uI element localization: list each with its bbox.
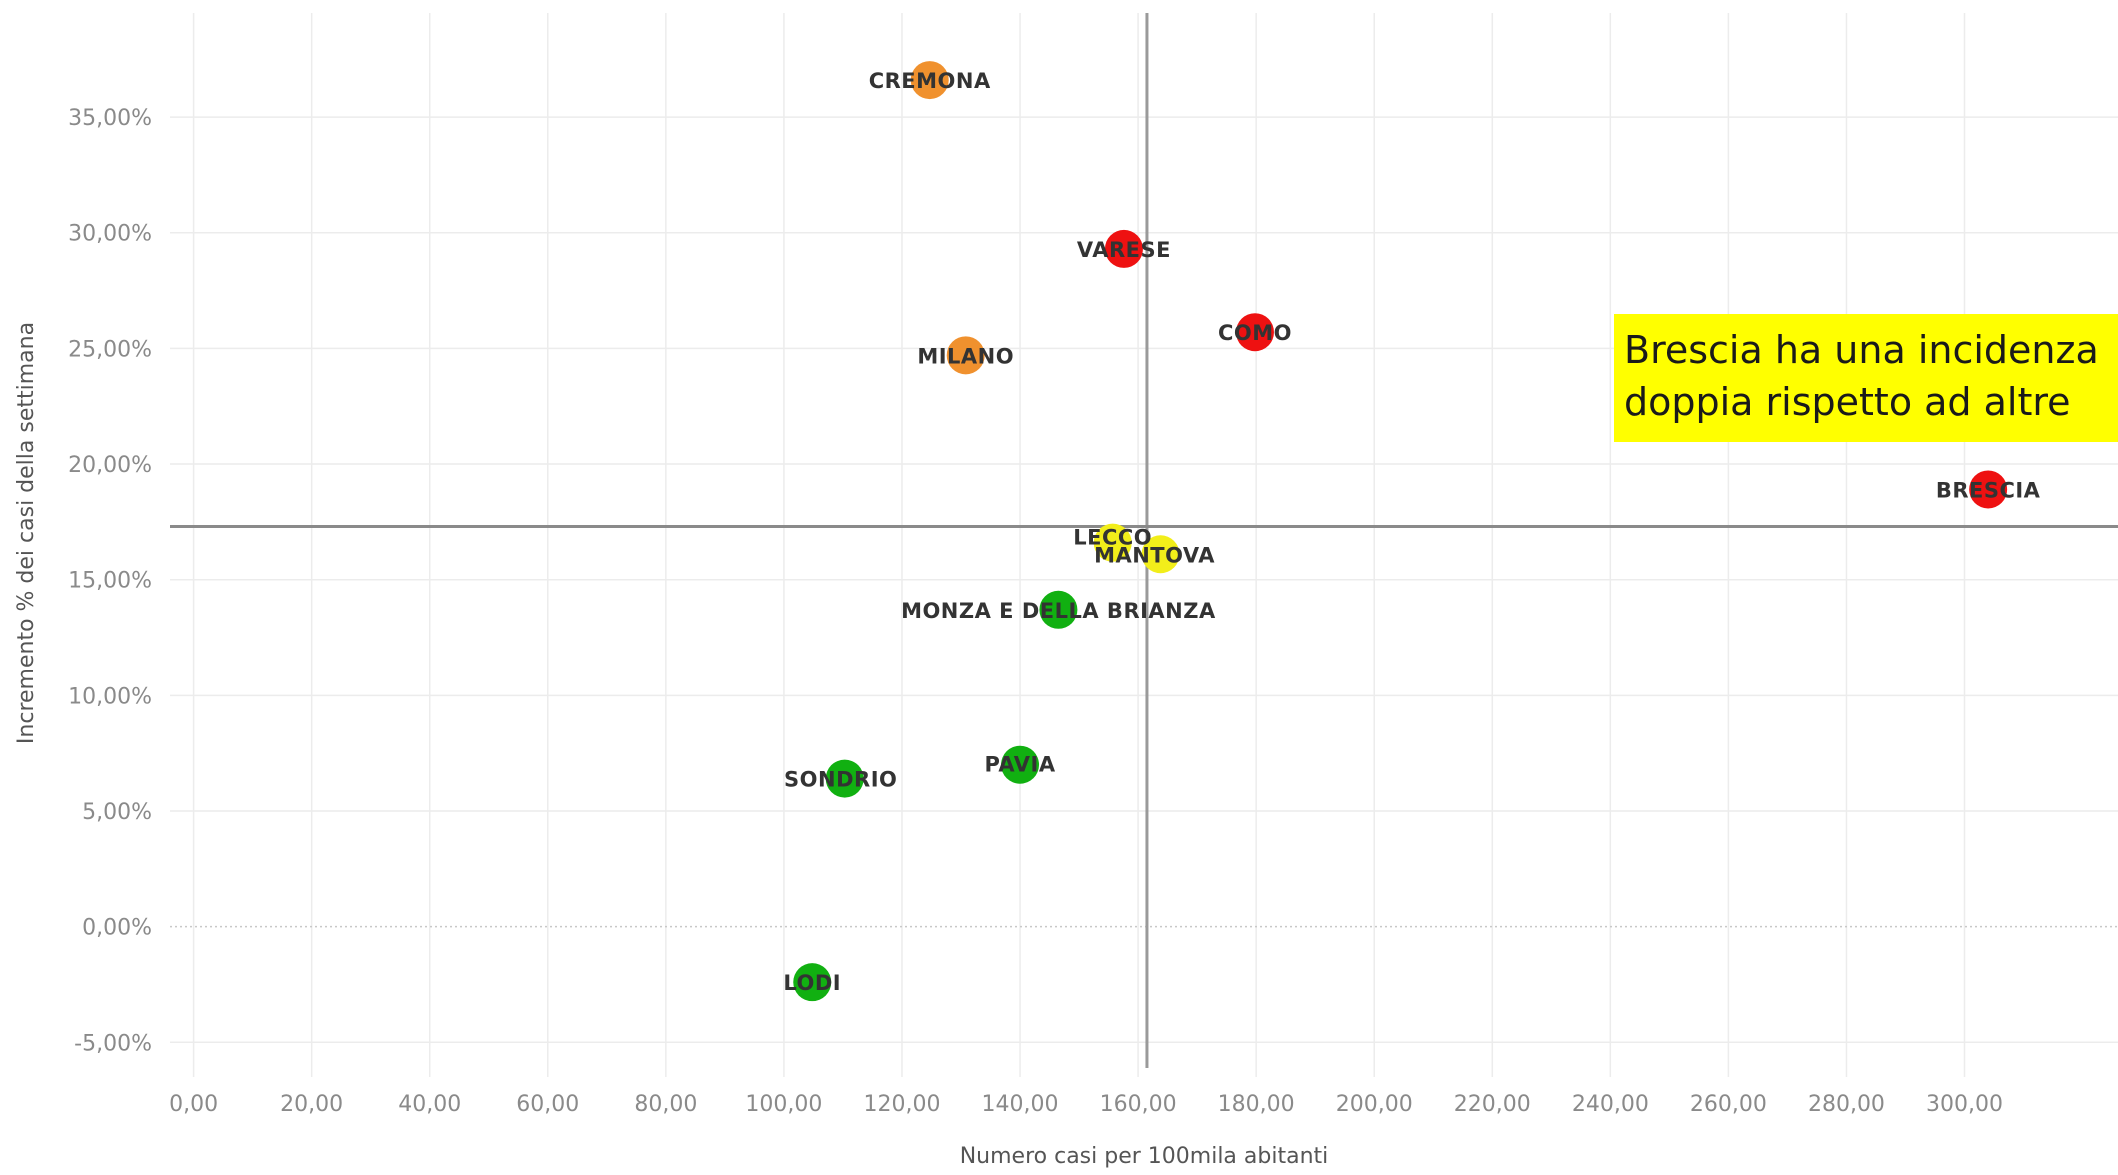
x-tick-label: 40,00 bbox=[398, 1092, 461, 1117]
data-points bbox=[793, 61, 2008, 1002]
data-point-lecco bbox=[1093, 523, 1132, 562]
annotation-box: Brescia ha una incidenza doppia rispetto… bbox=[1614, 314, 2118, 442]
y-tick-label: 10,00% bbox=[68, 684, 152, 709]
x-tick-label: 200,00 bbox=[1336, 1092, 1413, 1117]
y-axis-title: Incremento % dei casi della settimana bbox=[14, 322, 39, 744]
point-label: MILANO bbox=[917, 344, 1014, 368]
x-tick-label: 220,00 bbox=[1454, 1092, 1531, 1117]
point-label: COMO bbox=[1218, 321, 1292, 345]
point-label: CREMONA bbox=[869, 69, 991, 93]
y-tick-label: 0,00% bbox=[82, 916, 152, 941]
data-point-monza-e-della-brianza bbox=[1039, 590, 1078, 629]
x-tick-label: 160,00 bbox=[1100, 1092, 1177, 1117]
x-tick-label: 20,00 bbox=[280, 1092, 343, 1117]
y-tick-label: 30,00% bbox=[68, 222, 152, 247]
point-label: LODI bbox=[783, 971, 841, 995]
data-point-cremona bbox=[910, 61, 949, 100]
x-tick-label: 180,00 bbox=[1218, 1092, 1295, 1117]
point-label: MANTOVA bbox=[1094, 543, 1215, 567]
y-tick-label: 35,00% bbox=[68, 106, 152, 131]
point-label: MONZA E DELLA BRIANZA bbox=[901, 599, 1216, 623]
x-tick-label: 260,00 bbox=[1690, 1092, 1767, 1117]
data-point-mantova bbox=[1141, 535, 1180, 574]
x-tick-label: 80,00 bbox=[634, 1092, 697, 1117]
data-point-varese bbox=[1104, 229, 1143, 268]
point-label: PAVIA bbox=[984, 753, 1055, 777]
x-axis-title: Numero casi per 100mila abitanti bbox=[960, 1144, 1329, 1169]
annotation-line-1: Brescia ha una incidenza bbox=[1624, 328, 2099, 372]
x-tick-label: 140,00 bbox=[982, 1092, 1059, 1117]
x-tick-label: 300,00 bbox=[1926, 1092, 2003, 1117]
point-label: SONDRIO bbox=[784, 768, 897, 792]
data-point-brescia bbox=[1969, 470, 2008, 509]
x-tick-label: 240,00 bbox=[1572, 1092, 1649, 1117]
y-tick-label: 20,00% bbox=[68, 453, 152, 478]
x-tick-label: 120,00 bbox=[863, 1092, 940, 1117]
x-tick-label: 280,00 bbox=[1808, 1092, 1885, 1117]
data-point-pavia bbox=[1001, 745, 1040, 784]
y-tick-label: 25,00% bbox=[68, 337, 152, 362]
x-tick-label: 0,00 bbox=[169, 1092, 218, 1117]
y-tick-label: 15,00% bbox=[68, 569, 152, 594]
x-tick-label: 100,00 bbox=[745, 1092, 822, 1117]
point-label: LECCO bbox=[1073, 526, 1152, 550]
y-tick-label: -5,00% bbox=[74, 1031, 152, 1056]
point-label: BRESCIA bbox=[1936, 478, 2041, 502]
data-point-lodi bbox=[793, 963, 832, 1002]
annotation-line-2: doppia rispetto ad altre bbox=[1624, 380, 2071, 424]
x-axis-ticks: 0,00 20,00 40,00 60,00 80,00 100,00 120,00 140,… bbox=[169, 1092, 2003, 1117]
y-axis-ticks: -5,00% 0,00% 5,00% 10,00% 15,00% 20,00% 25,00%… bbox=[68, 106, 152, 1056]
y-tick-label: 5,00% bbox=[82, 800, 152, 825]
point-label: VARESE bbox=[1077, 238, 1171, 262]
reference-lines bbox=[170, 13, 2118, 1068]
x-tick-label: 60,00 bbox=[516, 1092, 579, 1117]
data-point-sondrio bbox=[825, 759, 864, 798]
data-point-milano bbox=[946, 336, 985, 375]
point-labels: CREMONA VARESE COMO MILANO BRESCIA LECCOMANTO… bbox=[783, 69, 2040, 995]
data-point-como bbox=[1235, 313, 1274, 352]
